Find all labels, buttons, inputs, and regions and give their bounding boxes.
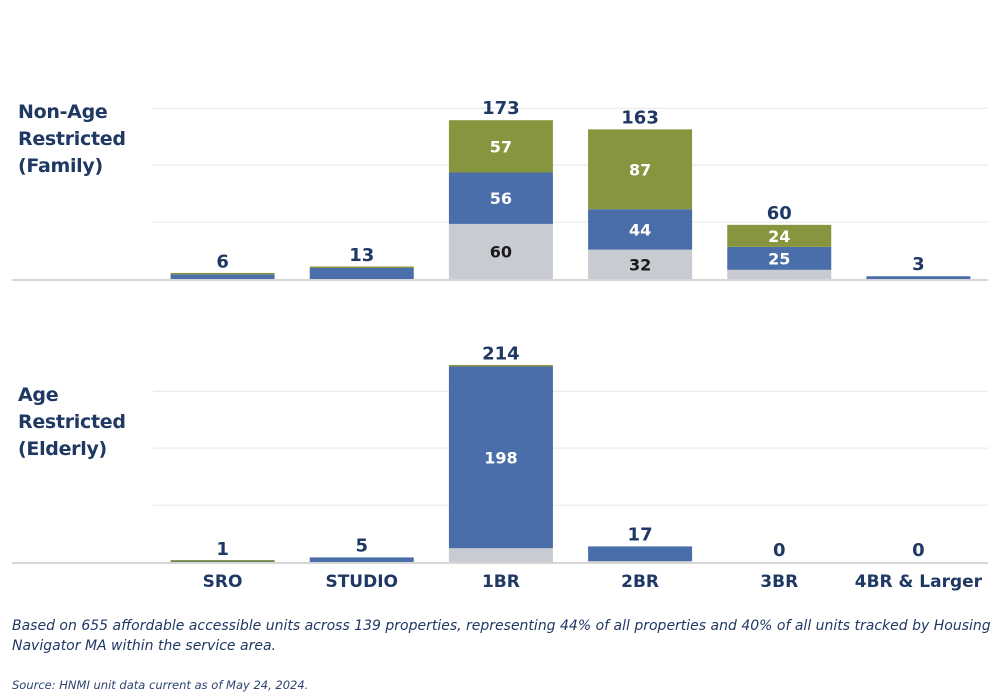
bar-segment [866, 276, 971, 279]
category-label: STUDIO [325, 572, 398, 592]
bar-segment [309, 266, 414, 268]
segment-label: 60 [490, 242, 512, 261]
stacked-bar-chart: 6 13 60 56 57 173 32 44 87 163 25 24 60 3 1 5 198 214 17 0 0… [12, 98, 988, 592]
total-label: 0 [773, 540, 786, 561]
bar-segment [448, 223, 553, 279]
category-label: 1BR [482, 572, 520, 592]
bar-segment [309, 267, 414, 279]
bar-segment [588, 560, 693, 562]
total-label: 17 [628, 524, 653, 545]
bar-segment [588, 129, 693, 210]
chart-footnote: Based on 655 affordable accessible units… [12, 618, 991, 654]
chart-source: Source: HNMI unit data current as of May… [12, 678, 309, 692]
panel-label-family: Non-Age Restricted (Family) [18, 101, 126, 177]
bar-segment [448, 366, 553, 549]
bar-segment [170, 272, 275, 275]
bar-segment [448, 172, 553, 224]
total-label: 5 [355, 535, 368, 556]
total-label: 13 [349, 245, 374, 266]
total-label: 6 [216, 251, 229, 272]
total-label: 0 [912, 540, 925, 561]
bar-segment [448, 120, 553, 173]
category-label: SRO [203, 572, 243, 592]
segment-label: 57 [490, 137, 512, 156]
category-label: 3BR [760, 572, 798, 592]
segment-label: 32 [629, 255, 651, 274]
bar-segment [727, 269, 832, 279]
bar-segment [170, 560, 275, 562]
total-label: 1 [216, 539, 229, 560]
segment-label: 56 [490, 189, 512, 208]
category-label: 4BR & Larger [855, 572, 983, 592]
bar-segment [309, 557, 414, 562]
bar-segment [588, 249, 693, 279]
bar-segment [588, 546, 693, 562]
segment-label: 44 [629, 220, 651, 239]
segment-label: 87 [629, 160, 651, 179]
total-label: 173 [482, 98, 520, 119]
category-label: 2BR [621, 572, 659, 592]
bar-segment [448, 548, 553, 562]
total-label: 163 [621, 107, 659, 128]
segment-label: 24 [768, 227, 790, 246]
bar-segment [727, 224, 832, 247]
total-label: 3 [912, 254, 925, 275]
total-label: 60 [767, 203, 792, 224]
total-label: 214 [482, 344, 520, 365]
bar-segment [727, 246, 832, 270]
bar-segment [588, 209, 693, 250]
bar-segment [448, 364, 553, 367]
segment-label: 25 [768, 249, 790, 268]
bar-segment [170, 274, 275, 279]
panel-label-elderly: Age Restricted (Elderly) [18, 384, 126, 460]
segment-label: 198 [484, 448, 517, 467]
